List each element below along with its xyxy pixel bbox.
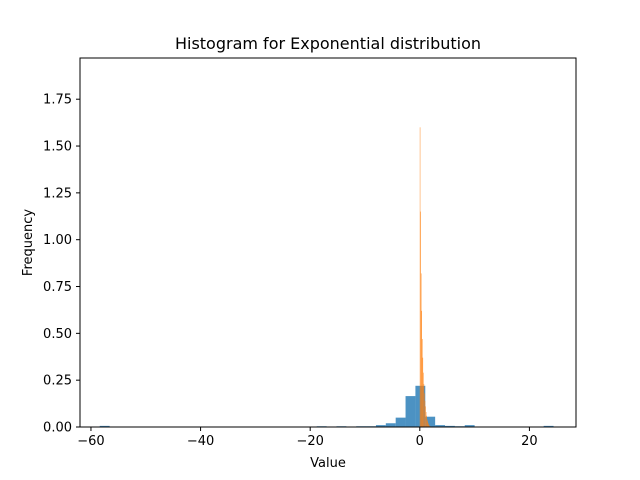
y-axis-ticks: 0.00 0.25 0.50 0.75 1.00 1.25 1.50 1.75: [43, 93, 80, 436]
histogram-bar-series-1-bin-0: [419, 127, 421, 427]
histogram-bar-series-1-bin-15: [428, 423, 429, 427]
x-tick-label: 20: [521, 434, 538, 449]
histogram-bar-series-1-bin-6: [423, 372, 424, 427]
x-tick-label: −40: [187, 434, 214, 449]
histogram-bar-series-0-bin-28: [375, 425, 386, 427]
plot-frame: [79, 57, 577, 428]
x-tick-label: −60: [77, 434, 104, 449]
histogram-bar-series-1-bin-7: [423, 383, 425, 427]
histogram-bar-series-1-bin-17: [429, 425, 430, 427]
histogram-bar-series-1-bin-10: [425, 406, 426, 427]
histogram-bar-series-1-bin-5: [422, 357, 424, 427]
histogram-bar-series-0-bin-37: [464, 425, 475, 427]
x-axis-label: Value: [310, 456, 346, 471]
histogram-bar-series-0-bin-30: [395, 417, 406, 427]
histogram-bar-series-0-bin-33: [425, 416, 436, 427]
histogram-bar-series-0-bin-34: [435, 425, 446, 427]
x-axis-ticks: −60 −40 −20 0 20: [77, 427, 538, 449]
histogram-bar-series-1-bin-2: [420, 273, 422, 427]
histogram-bar-series-0-bin-0: [99, 425, 110, 427]
histogram-bar-series-1-bin-11: [425, 412, 427, 427]
x-tick-label: −20: [296, 434, 323, 449]
y-tick-label: 1.00: [43, 233, 72, 248]
histogram-bar-series-1-bin-9: [424, 400, 426, 427]
chart-title: Histogram for Exponential distribution: [175, 34, 481, 53]
histogram-bar-series-0-bin-45: [543, 425, 554, 427]
y-axis-label: Frequency: [21, 209, 36, 276]
x-tick-label: 0: [416, 434, 424, 449]
histogram-bar-series-1-bin-3: [421, 310, 422, 427]
y-tick-label: 0.25: [43, 374, 72, 389]
histogram-bar-series-0-bin-31: [405, 396, 416, 427]
histogram-bar-series-1-bin-1: [420, 211, 421, 427]
histogram-bar-series-1-bin-8: [424, 393, 425, 427]
y-tick-label: 0.50: [43, 327, 72, 342]
histogram-bar-series-0-bin-29: [385, 423, 396, 427]
histogram-bar-series-1-bin-13: [426, 419, 428, 427]
histogram-bar-series-1-bin-12: [426, 415, 427, 427]
y-tick-label: 1.25: [43, 186, 72, 201]
y-tick-label: 0.00: [43, 421, 72, 436]
histogram-bar-series-1-bin-14: [427, 421, 429, 427]
histogram-bar-series-1-bin-16: [428, 424, 430, 427]
histogram-bar-series-0-bin-35: [445, 425, 455, 427]
y-tick-label: 1.75: [43, 93, 72, 108]
bars-layer: [99, 127, 554, 427]
y-tick-label: 0.75: [43, 280, 72, 295]
histogram-bar-series-1-bin-4: [421, 338, 423, 427]
y-tick-label: 1.50: [43, 140, 72, 155]
